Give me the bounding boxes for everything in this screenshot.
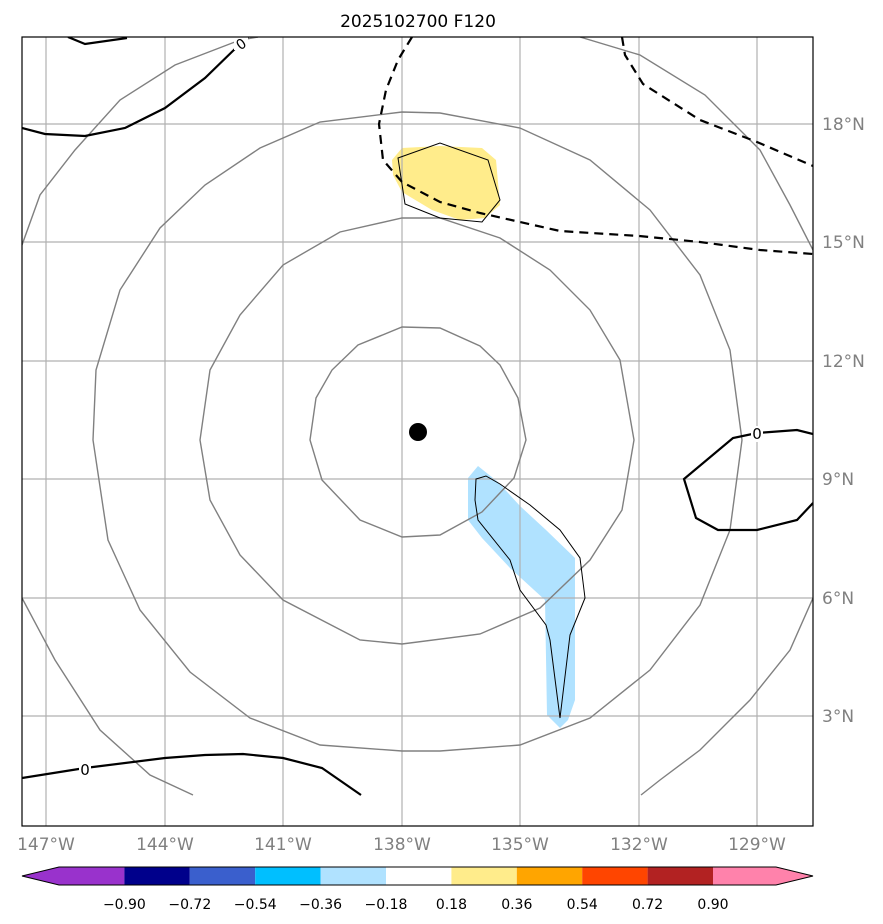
colorbar-segment bbox=[320, 867, 386, 885]
colorbar-segment bbox=[713, 867, 776, 885]
colorbar-tick-label: −0.18 bbox=[365, 897, 408, 913]
colorbar-segment bbox=[255, 867, 321, 885]
colorbar-segment bbox=[776, 867, 813, 885]
zero-contour-bottom-left bbox=[22, 752, 362, 796]
dashed-contour-2 bbox=[620, 37, 813, 168]
colorbar-tick-label: 0.18 bbox=[436, 897, 467, 913]
colorbar-tick-labels: −0.90 −0.72 −0.54 −0.36 −0.18 0.18 0.36 … bbox=[103, 897, 729, 913]
x-tick-label: 144°W bbox=[136, 835, 194, 855]
colorbar-segment bbox=[124, 867, 190, 885]
x-tick-label: 147°W bbox=[17, 835, 75, 855]
negative-shaded-region bbox=[468, 466, 575, 728]
dashed-contours bbox=[377, 37, 813, 256]
colorbar-tick-label: 0.36 bbox=[501, 897, 532, 913]
colorbar-segment bbox=[189, 867, 256, 885]
colorbar bbox=[21, 866, 814, 886]
gray-contour-4 bbox=[22, 37, 259, 246]
zero-contour-top-left-a bbox=[67, 37, 128, 46]
x-tick-label: 132°W bbox=[610, 835, 668, 855]
y-tick-label: 15°N bbox=[822, 233, 865, 253]
y-tick-label: 18°N bbox=[822, 115, 865, 135]
center-marker bbox=[409, 423, 427, 441]
colorbar-outline bbox=[21, 866, 814, 886]
y-tick-label: 9°N bbox=[822, 470, 854, 490]
svg-text:0: 0 bbox=[752, 425, 762, 443]
contour-label-0-b: 0 bbox=[751, 425, 763, 443]
gray-contour-3 bbox=[92, 111, 743, 752]
map-frame bbox=[21, 36, 814, 827]
contour-label-0-c: 0 bbox=[79, 761, 91, 779]
map-area: 0 0 0 bbox=[22, 37, 813, 826]
contour-label-0-a: 0 bbox=[233, 37, 250, 54]
colorbar-tick-label: 0.54 bbox=[567, 897, 598, 913]
positive-thin-contour bbox=[397, 142, 501, 223]
colorbar-segment bbox=[647, 867, 713, 885]
gray-contours bbox=[22, 37, 813, 796]
gray-contour-1 bbox=[309, 326, 527, 538]
gray-contour-5 bbox=[579, 37, 813, 251]
x-tick-label: 129°W bbox=[728, 835, 786, 855]
x-tick-label: 135°W bbox=[491, 835, 549, 855]
thin-contours bbox=[397, 142, 586, 719]
zero-contour-top-left-b bbox=[22, 37, 249, 138]
colorbar-tick-label: −0.72 bbox=[168, 897, 211, 913]
colorbar-tick-label: −0.36 bbox=[299, 897, 342, 913]
gray-contour-6 bbox=[22, 597, 194, 796]
gray-contour-7 bbox=[640, 597, 813, 796]
contour-labels: 0 0 0 bbox=[79, 37, 763, 779]
colorbar-tick-label: 0.90 bbox=[697, 897, 728, 913]
chart-title: 2025102700 F120 bbox=[340, 12, 496, 32]
y-tick-label: 3°N bbox=[822, 707, 854, 727]
x-tick-labels: 147°W 144°W 141°W 138°W 135°W 132°W 129°… bbox=[17, 835, 786, 855]
colorbar-segment bbox=[582, 867, 648, 885]
colorbar-segment bbox=[516, 867, 583, 885]
y-tick-label: 12°N bbox=[822, 352, 865, 372]
negative-thin-contour bbox=[474, 475, 586, 719]
colorbar-tick-label: −0.90 bbox=[103, 897, 146, 913]
zero-contour-right bbox=[682, 428, 813, 532]
colorbar-segment bbox=[59, 867, 125, 885]
x-tick-label: 141°W bbox=[254, 835, 312, 855]
grid bbox=[22, 37, 813, 826]
positive-shaded-region bbox=[392, 146, 500, 220]
svg-text:0: 0 bbox=[80, 761, 90, 779]
colorbar-segment bbox=[386, 867, 452, 885]
dashed-contour-1 bbox=[377, 37, 813, 256]
y-tick-label: 6°N bbox=[822, 589, 854, 609]
colorbar-segment bbox=[451, 867, 517, 885]
x-tick-label: 138°W bbox=[373, 835, 431, 855]
colorbar-tick-label: −0.54 bbox=[234, 897, 277, 913]
colorbar-segment bbox=[22, 867, 59, 885]
y-tick-labels: 18°N 15°N 12°N 9°N 6°N 3°N bbox=[822, 115, 865, 727]
gray-contour-2 bbox=[199, 217, 635, 645]
colorbar-tick-label: 0.72 bbox=[632, 897, 663, 913]
